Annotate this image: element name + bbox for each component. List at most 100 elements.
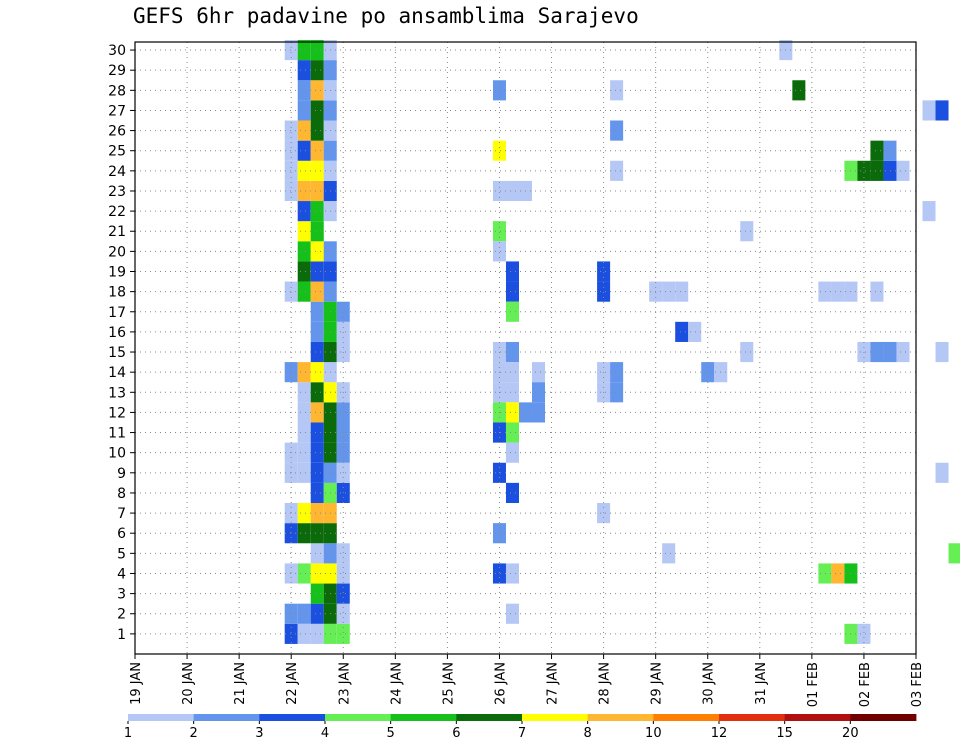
y-tick-label: 30 — [108, 43, 126, 59]
heatmap-cell — [336, 623, 350, 644]
x-tick-label: 27 JAN — [546, 662, 561, 705]
heatmap-cell — [532, 382, 546, 403]
heatmap-cell — [284, 523, 298, 544]
heatmap-cell — [336, 583, 350, 604]
heatmap-cell — [297, 503, 311, 524]
chart-title: GEFS 6hr padavine po ansamblima Sarajevo — [133, 4, 639, 28]
x-tick-label: 23 JAN — [337, 662, 352, 705]
heatmap-cell — [297, 563, 311, 584]
heatmap-cell — [818, 563, 832, 584]
heatmap-cell — [336, 301, 350, 322]
x-tick-label: 28 JAN — [598, 662, 613, 705]
x-tick-label: 29 JAN — [650, 662, 665, 705]
heatmap-cell — [310, 140, 324, 161]
y-tick-label: 4 — [117, 566, 126, 582]
y-tick-label: 6 — [117, 526, 126, 542]
y-tick-label: 25 — [108, 144, 126, 160]
legend-color-swatch — [587, 714, 654, 721]
legend-label: 8 — [584, 726, 592, 741]
heatmap-cell — [310, 603, 324, 624]
heatmap-cell — [505, 341, 519, 363]
heatmap-cell — [310, 241, 324, 262]
heatmap-cell — [284, 160, 298, 181]
heatmap-cell — [935, 100, 949, 121]
y-tick-label: 11 — [108, 426, 126, 442]
heatmap-cell — [284, 623, 298, 644]
y-tick-label: 13 — [108, 385, 126, 401]
heatmap-cell — [310, 39, 324, 61]
y-tick-label: 5 — [117, 546, 126, 562]
heatmap-cell — [310, 583, 324, 604]
heatmap-cell — [857, 160, 871, 181]
y-tick-label: 18 — [108, 285, 126, 301]
heatmap-cell — [310, 623, 324, 644]
heatmap-cell — [505, 603, 519, 624]
heatmap-cell — [922, 201, 936, 222]
heatmap-cell — [740, 221, 754, 242]
legend-label: 12 — [711, 726, 728, 741]
heatmap-cell — [310, 382, 324, 403]
heatmap-cell — [310, 321, 324, 342]
y-tick-label: 9 — [117, 466, 126, 482]
heatmap-cell — [935, 462, 949, 483]
heatmap-cell — [610, 160, 624, 181]
heatmap-cell — [492, 180, 506, 202]
heatmap-cell — [505, 563, 519, 584]
heatmap-cell — [492, 241, 506, 262]
heatmap-cell — [297, 180, 311, 202]
heatmap-cell — [284, 140, 298, 161]
legend-label: 1 — [124, 726, 132, 741]
heatmap-cell — [792, 80, 806, 101]
heatmap-cell — [297, 100, 311, 121]
x-tick-label: 03 FEB — [910, 662, 925, 707]
y-tick-label: 20 — [108, 244, 126, 260]
heatmap-cell — [532, 362, 546, 383]
x-tick-label: 24 JAN — [389, 662, 404, 705]
heatmap-cell — [492, 563, 506, 584]
y-tick-label: 23 — [108, 184, 126, 200]
heatmap-cell — [336, 563, 350, 584]
heatmap-cell — [297, 382, 311, 403]
heatmap-cell — [662, 543, 676, 564]
heatmap-cell — [857, 623, 871, 644]
heatmap-cell — [310, 160, 324, 181]
heatmap-cell — [310, 442, 324, 463]
y-tick-label: 8 — [117, 486, 126, 502]
x-tick-label: 22 JAN — [285, 662, 300, 705]
heatmap-cell — [297, 462, 311, 483]
heatmap-cell — [740, 341, 754, 363]
heatmap-cell — [297, 422, 311, 443]
heatmap-cell — [310, 462, 324, 483]
heatmap-cell — [505, 180, 519, 202]
heatmap-cell — [336, 543, 350, 564]
heatmap-cell — [870, 281, 884, 302]
y-tick-label: 19 — [108, 265, 126, 281]
heatmap-cell — [492, 221, 506, 242]
heatmap-cell — [284, 563, 298, 584]
heatmap-cell — [297, 120, 311, 141]
heatmap-cell — [310, 362, 324, 383]
y-tick-label: 29 — [108, 63, 126, 79]
heatmap-cell — [310, 100, 324, 121]
heatmap-cell — [310, 120, 324, 141]
heatmap-cell — [597, 261, 611, 282]
legend-color-swatch — [325, 714, 392, 721]
heatmap-cell — [675, 321, 689, 342]
heatmap-cell — [610, 120, 624, 141]
heatmap-cell — [297, 523, 311, 544]
legend-color-swatch — [850, 714, 917, 721]
heatmap-cell — [505, 422, 519, 443]
heatmap-cell — [284, 120, 298, 141]
x-tick-label: 20 JAN — [181, 662, 196, 705]
y-tick-label: 10 — [108, 446, 126, 462]
x-tick-label: 26 JAN — [493, 662, 508, 705]
heatmap-cell — [310, 60, 324, 81]
y-tick-label: 7 — [117, 506, 126, 522]
heatmap-cell — [284, 281, 298, 302]
heatmap-cell — [284, 180, 298, 202]
y-tick-label: 24 — [108, 164, 126, 180]
heatmap-cell — [297, 160, 311, 181]
heatmap-cell — [310, 422, 324, 443]
